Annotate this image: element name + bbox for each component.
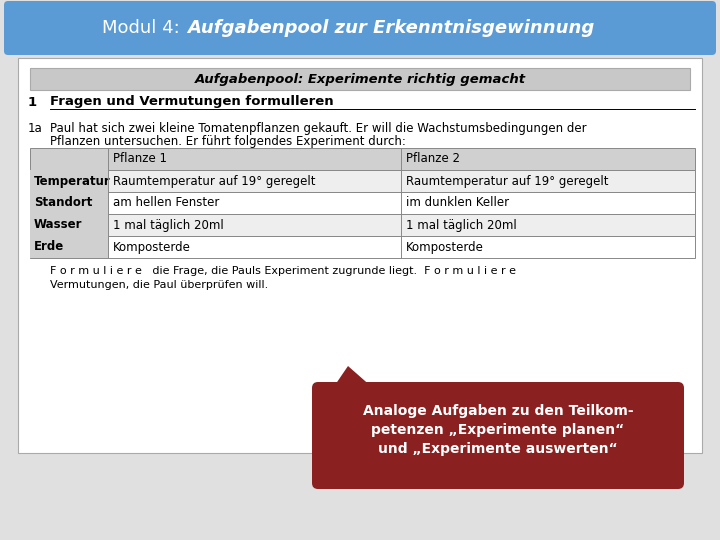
Text: und „Experimente auswerten“: und „Experimente auswerten“ [378,442,618,456]
Text: Pflanzen untersuchen. Er führt folgendes Experiment durch:: Pflanzen untersuchen. Er führt folgendes… [50,135,406,148]
Text: 1 mal täglich 20ml: 1 mal täglich 20ml [406,219,517,232]
Bar [30,236,695,258]
FancyBboxPatch shape [4,1,716,55]
Text: 1: 1 [28,96,37,109]
Text: 1 mal täglich 20ml: 1 mal täglich 20ml [113,219,224,232]
Text: Komposterde: Komposterde [113,240,191,253]
Text: Temperatur: Temperatur [34,174,111,187]
Bar [30,148,695,170]
Text: Modul 4:: Modul 4: [102,19,185,37]
Text: Pflanze 2: Pflanze 2 [406,152,460,165]
Text: Raumtemperatur auf 19° geregelt: Raumtemperatur auf 19° geregelt [406,174,608,187]
FancyBboxPatch shape [18,58,702,453]
Bar [30,170,695,192]
Text: Komposterde: Komposterde [406,240,484,253]
Text: 1a: 1a [28,122,42,135]
Text: Wasser: Wasser [34,219,83,232]
Bar [30,192,695,214]
Text: Raumtemperatur auf 19° geregelt: Raumtemperatur auf 19° geregelt [113,174,315,187]
Text: petenzen „Experimente planen“: petenzen „Experimente planen“ [372,423,625,437]
Text: im dunklen Keller: im dunklen Keller [406,197,509,210]
Bar [30,170,108,192]
Text: Pflanze 1: Pflanze 1 [113,152,167,165]
Bar [30,214,695,236]
Text: F o r m u l i e r e   die Frage, die Pauls Experiment zugrunde liegt.  F o r m u: F o r m u l i e r e die Frage, die Pauls… [50,266,516,276]
Bar [30,68,690,90]
Text: Analoge Aufgaben zu den Teilkom-: Analoge Aufgaben zu den Teilkom- [363,404,634,418]
Text: Erde: Erde [34,240,64,253]
Bar [30,236,108,258]
Text: Aufgabenpool: Experimente richtig gemacht: Aufgabenpool: Experimente richtig gemach… [194,72,526,85]
Text: Paul hat sich zwei kleine Tomatenpflanzen gekauft. Er will die Wachstumsbedingun: Paul hat sich zwei kleine Tomatenpflanze… [50,122,587,135]
FancyBboxPatch shape [312,382,684,489]
Polygon shape [333,366,373,388]
Text: Aufgabenpool zur Erkenntnisgewinnung: Aufgabenpool zur Erkenntnisgewinnung [187,19,594,37]
Text: Vermutungen, die Paul überprüfen will.: Vermutungen, die Paul überprüfen will. [50,280,269,290]
Text: Standort: Standort [34,197,92,210]
Text: Fragen und Vermutungen formulleren: Fragen und Vermutungen formulleren [50,96,333,109]
Bar [30,214,108,236]
Bar [30,192,108,214]
Text: am hellen Fenster: am hellen Fenster [113,197,220,210]
